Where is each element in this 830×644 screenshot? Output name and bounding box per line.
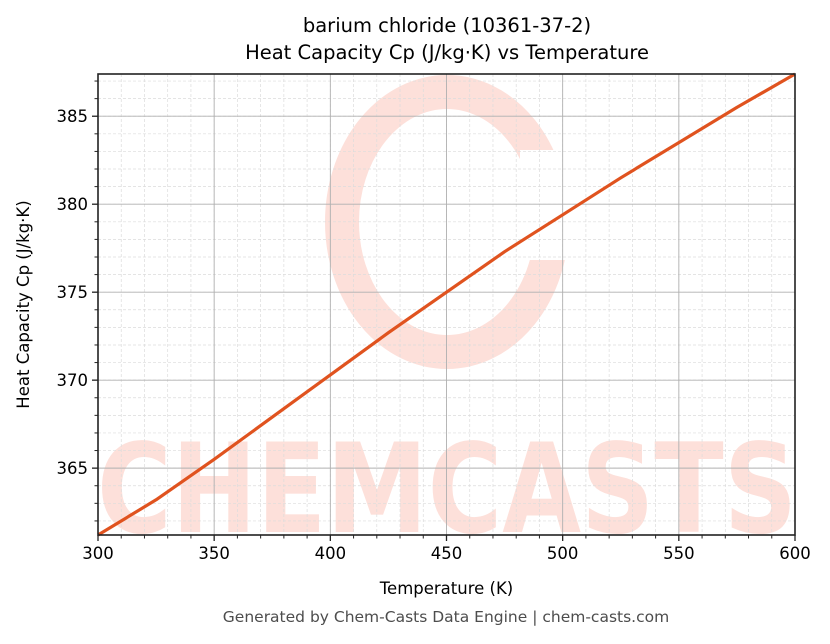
data-series <box>97 72 796 537</box>
x-tick-label: 400 <box>315 544 347 563</box>
watermark-ring-gap <box>520 150 580 260</box>
chemcasts-watermark: CHEMCASTS <box>97 75 797 562</box>
chart-title-line2: Heat Capacity Cp (J/kg·K) vs Temperature <box>245 41 649 64</box>
cp-line <box>97 72 796 537</box>
x-tick-label: 500 <box>547 544 579 563</box>
y-tick-label: 370 <box>57 371 89 390</box>
y-axis-label: Heat Capacity Cp (J/kg·K) <box>14 200 33 408</box>
x-tick-label: 550 <box>663 544 695 563</box>
x-tick-label: 300 <box>82 544 114 563</box>
y-tick-label: 375 <box>57 283 89 302</box>
chart-title-line1: barium chloride (10361-37-2) <box>302 14 592 37</box>
x-tick-label: 450 <box>431 544 463 563</box>
x-axis-label: Temperature (K) <box>379 579 513 598</box>
axis-ticks <box>92 80 796 541</box>
y-tick-label: 380 <box>57 195 89 214</box>
tick-labels: 300 350 400 450 500 550 600 365 370 375 380 385 <box>57 107 811 563</box>
x-tick-label: 600 <box>779 544 811 563</box>
footer-credit: Generated by Chem-Casts Data Engine | ch… <box>222 608 670 626</box>
y-tick-label: 365 <box>57 459 89 478</box>
x-tick-label: 350 <box>198 544 230 563</box>
y-tick-label: 385 <box>57 107 89 126</box>
